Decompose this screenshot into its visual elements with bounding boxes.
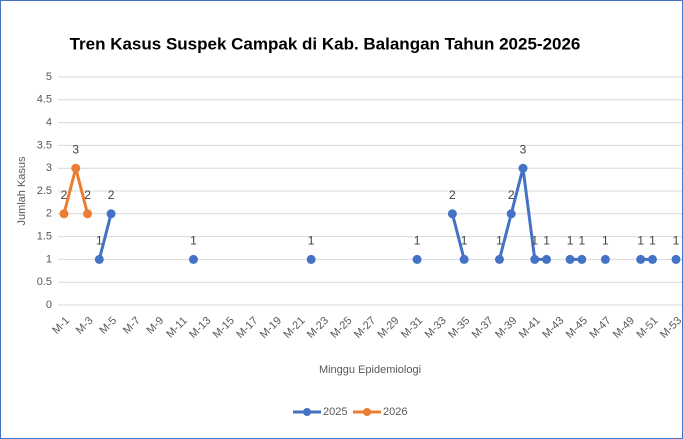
legend-marker xyxy=(363,408,371,416)
point-marker xyxy=(188,254,198,264)
data-label: 1 xyxy=(567,234,574,248)
y-tick-label: 2.5 xyxy=(37,185,52,197)
y-tick-label: 0 xyxy=(46,299,52,311)
data-label: 3 xyxy=(520,142,527,156)
y-tick-label: 4 xyxy=(46,117,52,129)
y-axis-title: Jumlah Kasus xyxy=(16,156,28,226)
y-tick-label: 3.5 xyxy=(37,139,52,151)
point-marker xyxy=(83,209,93,219)
point-marker xyxy=(459,254,469,264)
legend-label: 2025 xyxy=(323,406,347,418)
data-label: 1 xyxy=(579,234,586,248)
point-marker xyxy=(518,163,528,173)
point-marker xyxy=(600,254,610,264)
data-label: 1 xyxy=(637,234,644,248)
data-label: 1 xyxy=(531,234,538,248)
point-marker xyxy=(530,254,540,264)
point-marker xyxy=(671,254,681,264)
point-marker xyxy=(447,209,457,219)
legend-marker xyxy=(303,408,311,416)
data-label: 1 xyxy=(96,234,103,248)
data-label: 1 xyxy=(543,234,550,248)
data-label: 2 xyxy=(84,188,91,202)
data-label: 1 xyxy=(673,234,680,248)
point-marker xyxy=(71,163,81,173)
x-axis-title: Minggu Epidemiologi xyxy=(319,364,421,376)
point-marker xyxy=(94,254,104,264)
data-label: 1 xyxy=(414,234,421,248)
data-label: 3 xyxy=(72,142,79,156)
chart-title: Tren Kasus Suspek Campak di Kab. Balanga… xyxy=(70,34,581,53)
point-marker xyxy=(542,254,552,264)
point-marker xyxy=(412,254,422,264)
point-marker xyxy=(106,209,116,219)
data-label: 1 xyxy=(649,234,656,248)
y-tick-label: 1 xyxy=(46,253,52,265)
y-tick-label: 4.5 xyxy=(37,94,52,106)
point-marker xyxy=(506,209,516,219)
y-tick-label: 1.5 xyxy=(37,231,52,243)
point-marker xyxy=(577,254,587,264)
data-label: 2 xyxy=(61,188,68,202)
data-label: 2 xyxy=(508,188,515,202)
y-tick-label: 0.5 xyxy=(37,276,52,288)
data-label: 1 xyxy=(461,234,468,248)
point-marker xyxy=(59,209,69,219)
data-label: 2 xyxy=(449,188,456,202)
point-marker xyxy=(647,254,657,264)
point-marker xyxy=(565,254,575,264)
point-marker xyxy=(636,254,646,264)
legend-label: 2026 xyxy=(383,406,407,418)
data-label: 2 xyxy=(108,188,115,202)
y-tick-label: 5 xyxy=(46,71,52,83)
data-label: 1 xyxy=(602,234,609,248)
point-marker xyxy=(306,254,316,264)
y-tick-label: 2 xyxy=(46,208,52,220)
y-tick-label: 3 xyxy=(46,162,52,174)
data-label: 1 xyxy=(496,234,503,248)
data-label: 1 xyxy=(190,234,197,248)
data-label: 1 xyxy=(308,234,315,248)
point-marker xyxy=(494,254,504,264)
